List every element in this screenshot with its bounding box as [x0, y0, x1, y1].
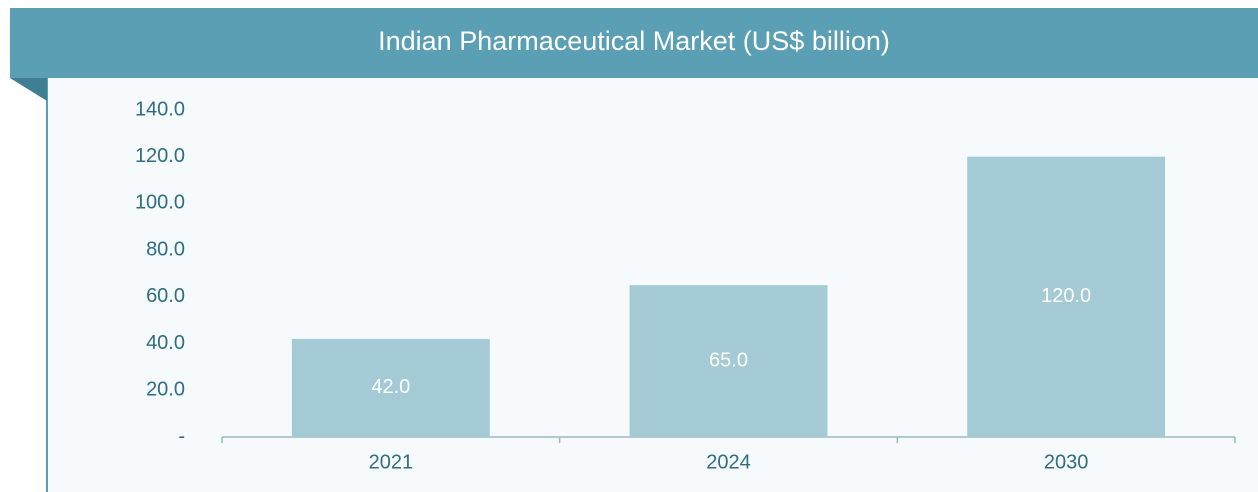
chart-title: Indian Pharmaceutical Market (US$ billio…: [378, 26, 890, 56]
value-label: 120.0: [1041, 285, 1091, 307]
x-tick-label: 2030: [1044, 451, 1089, 473]
y-tick-label: 40.0: [146, 332, 185, 354]
y-tick-label: 140.0: [135, 98, 185, 120]
bar: [629, 285, 828, 437]
bar: [291, 338, 490, 437]
y-tick-label: 60.0: [146, 285, 185, 307]
x-tick-label: 2024: [706, 451, 751, 473]
bar: [967, 156, 1166, 437]
title-banner: [10, 8, 1258, 78]
y-tick-label: -: [178, 425, 185, 447]
banner-fold: [10, 78, 47, 101]
value-label: 42.0: [371, 376, 410, 398]
y-tick-label: 80.0: [146, 238, 185, 260]
y-tick-label: 120.0: [135, 145, 185, 167]
y-tick-label: 100.0: [135, 192, 185, 214]
value-label: 65.0: [709, 349, 748, 371]
y-tick-label: 20.0: [146, 379, 185, 401]
x-tick-label: 2021: [369, 451, 414, 473]
